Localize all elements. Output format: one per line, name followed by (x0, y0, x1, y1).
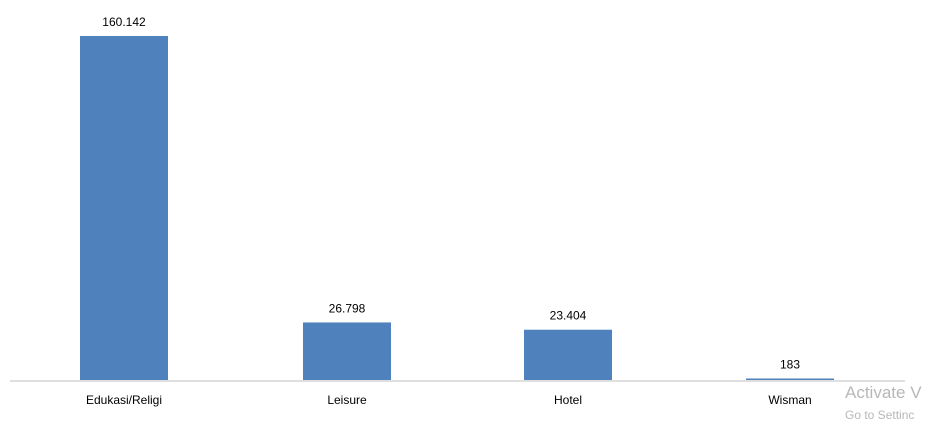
value-label: 160.142 (102, 15, 146, 29)
value-label: 23.404 (550, 309, 587, 323)
bar-hotel (524, 329, 612, 380)
category-label: Leisure (327, 393, 367, 407)
category-label: Hotel (554, 393, 582, 407)
value-label: 26.798 (329, 301, 366, 315)
bar-wisman (746, 378, 834, 380)
category-labels-group: Edukasi/Religi Leisure Hotel Wisman (86, 393, 812, 407)
value-labels-group: 160.142 26.798 23.404 183 (102, 15, 800, 372)
go-to-settings-watermark: Go to Settinc (845, 408, 915, 422)
bar-leisure (303, 322, 391, 380)
category-label: Edukasi/Religi (86, 393, 162, 407)
value-label: 183 (780, 358, 800, 372)
activate-windows-watermark: Activate V (845, 383, 922, 402)
bars-group (80, 36, 834, 380)
category-label: Wisman (768, 393, 811, 407)
bar-edukasi-religi (80, 36, 168, 380)
